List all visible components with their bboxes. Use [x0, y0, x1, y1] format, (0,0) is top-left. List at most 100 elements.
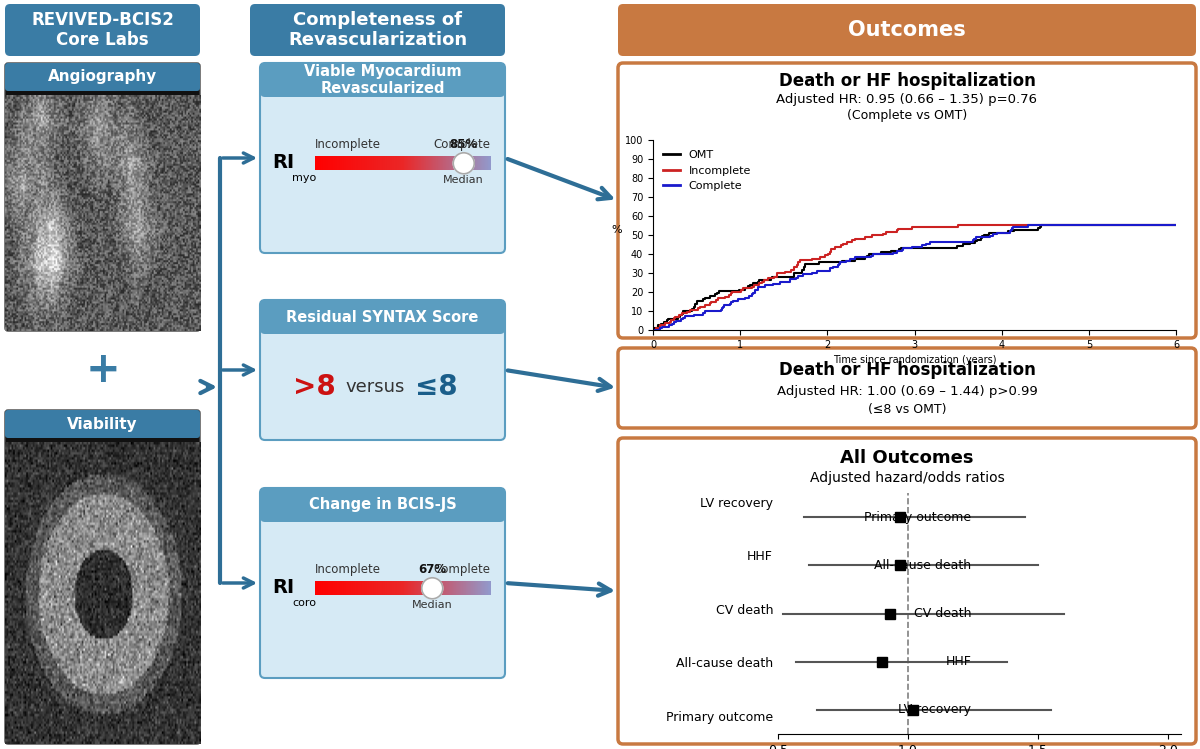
Bar [478, 581, 479, 595]
Bar [386, 581, 388, 595]
Bar [474, 581, 476, 595]
Bar [365, 581, 366, 595]
Bar [475, 581, 476, 595]
Bar [436, 581, 437, 595]
Bar [442, 157, 444, 170]
Bar [448, 581, 450, 595]
Bar [434, 581, 436, 595]
Bar [451, 157, 452, 170]
Bar [434, 581, 436, 595]
Bar [454, 581, 456, 595]
Bar [314, 581, 317, 595]
Bar [467, 581, 469, 595]
Bar [326, 157, 328, 170]
Bar [481, 157, 482, 170]
Bar [358, 581, 360, 595]
Bar [410, 157, 413, 170]
Bar [317, 157, 319, 170]
Bar [456, 157, 457, 170]
Bar [416, 157, 418, 170]
Bar [378, 157, 379, 170]
Text: CV death: CV death [715, 604, 773, 616]
Bar [400, 581, 402, 595]
Bar [374, 581, 376, 595]
Bar [368, 157, 370, 170]
Bar [356, 581, 358, 595]
Bar [398, 581, 400, 595]
Text: Primary outcome: Primary outcome [864, 511, 972, 524]
Text: coro: coro [292, 598, 316, 608]
Bar [323, 581, 324, 595]
Bar [319, 581, 322, 595]
Bar [476, 157, 478, 170]
Text: Residual SYNTAX Score: Residual SYNTAX Score [287, 309, 479, 324]
Bar [334, 581, 335, 595]
Bar [468, 581, 470, 595]
Bar [331, 581, 332, 595]
Bar [443, 157, 444, 170]
Text: Incomplete: Incomplete [314, 562, 382, 576]
Bar [426, 157, 428, 170]
Bar [338, 581, 340, 595]
Bar [442, 157, 443, 170]
Bar [438, 157, 439, 170]
Bar [364, 581, 366, 595]
Bar [445, 157, 446, 170]
Bar [440, 157, 442, 170]
Bar [437, 157, 438, 170]
Bar [317, 581, 319, 595]
Bar [427, 581, 430, 595]
Bar [397, 581, 398, 595]
Bar [407, 157, 409, 170]
Bar [344, 581, 347, 595]
FancyBboxPatch shape [260, 488, 505, 678]
Bar [466, 581, 468, 595]
Bar [390, 157, 391, 170]
Bar [418, 157, 419, 170]
Bar [448, 581, 449, 595]
Bar [450, 581, 452, 595]
Bar [434, 157, 436, 170]
Bar [460, 157, 461, 170]
Bar [433, 157, 434, 170]
Bar [462, 157, 464, 170]
Bar [354, 581, 355, 595]
Bar [450, 157, 451, 170]
Bar [418, 581, 419, 595]
Bar [370, 157, 371, 170]
Text: Adjusted HR: 0.95 (0.66 – 1.35) p=0.76: Adjusted HR: 0.95 (0.66 – 1.35) p=0.76 [776, 92, 1038, 106]
Bar [366, 581, 367, 595]
Bar [414, 157, 415, 170]
Bar [451, 157, 454, 170]
Bar [385, 157, 386, 170]
Bar [398, 157, 400, 170]
Bar [484, 581, 485, 595]
Bar [331, 581, 332, 595]
Bar [414, 157, 415, 170]
Bar [392, 581, 394, 595]
Bar [457, 157, 458, 170]
Bar [358, 581, 359, 595]
Bar [316, 581, 317, 595]
Text: HHF: HHF [946, 655, 972, 668]
Text: (Complete vs OMT): (Complete vs OMT) [847, 109, 967, 121]
Bar [470, 157, 473, 170]
Bar [418, 157, 419, 170]
Bar [342, 581, 343, 595]
Bar [472, 157, 474, 170]
Bar [343, 157, 346, 170]
Bar [419, 581, 420, 595]
Bar [388, 157, 390, 170]
Bar [353, 581, 354, 595]
Bar [455, 581, 456, 595]
Bar [331, 157, 332, 170]
Bar [391, 581, 392, 595]
Bar [397, 157, 398, 170]
Bar [391, 157, 392, 170]
Bar [462, 581, 464, 595]
Bar [340, 157, 342, 170]
Bar [344, 157, 346, 170]
Bar [422, 157, 425, 170]
Bar [482, 157, 484, 170]
Bar [446, 157, 449, 170]
